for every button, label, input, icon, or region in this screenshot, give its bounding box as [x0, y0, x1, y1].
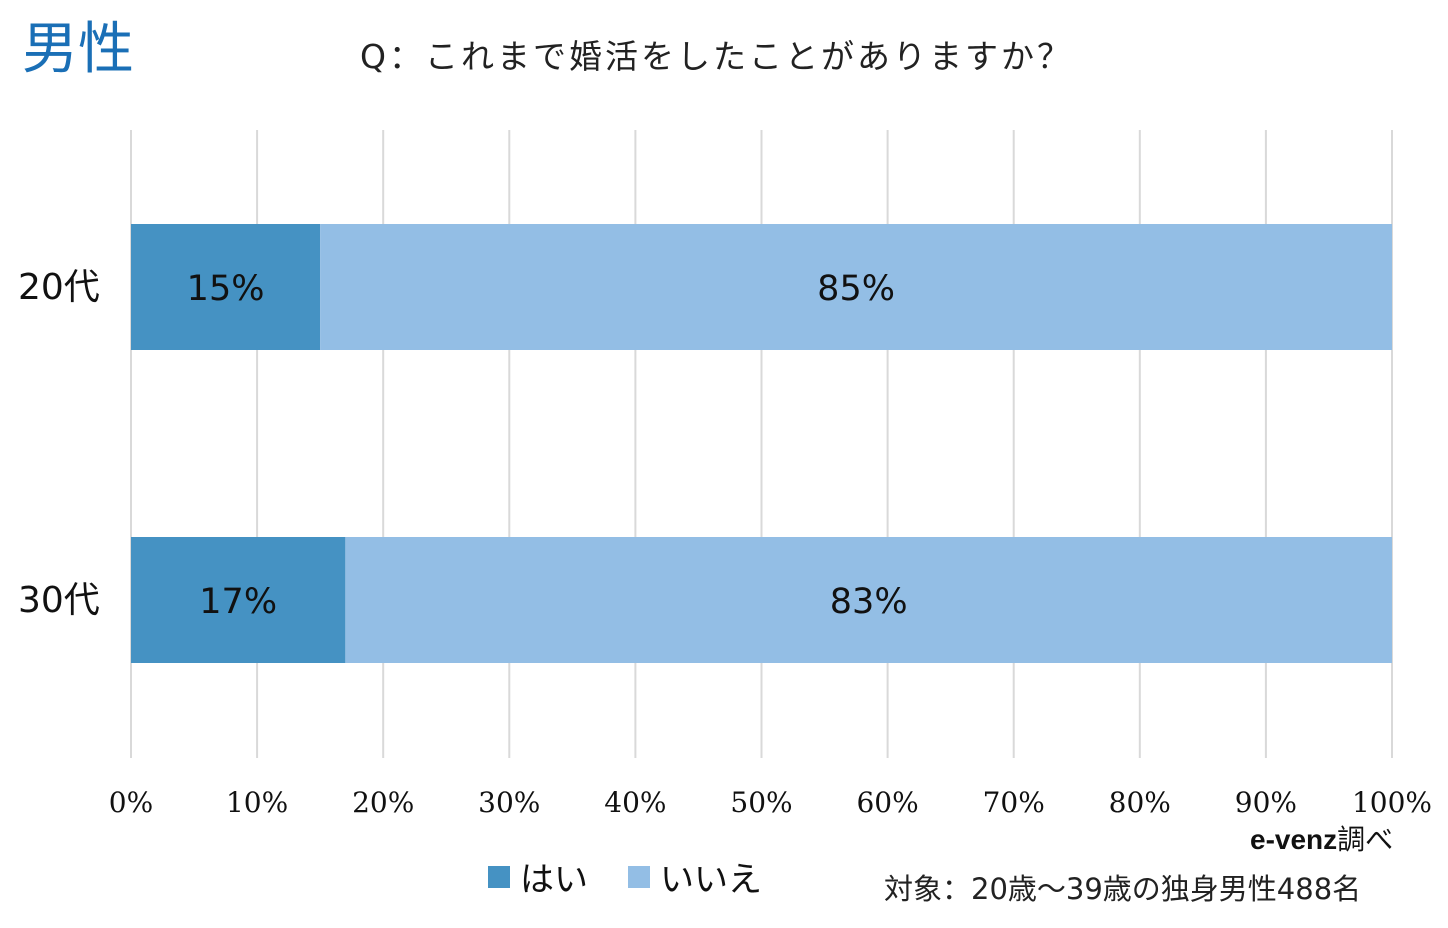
data-label: 83%	[830, 582, 908, 622]
legend-label-no: いいえ	[660, 860, 762, 900]
legend-swatch-no	[628, 865, 650, 888]
x-tick-label: 0%	[109, 786, 153, 819]
source-name: e-venz	[1250, 824, 1338, 855]
x-tick-label: 70%	[983, 786, 1045, 819]
data-label: 85%	[817, 269, 895, 309]
legend-swatch-yes	[488, 865, 510, 888]
x-tick-label: 90%	[1235, 786, 1297, 819]
question-title: Q：これまで婚活をしたことがありますか？	[360, 37, 1073, 76]
bar-yes	[131, 537, 346, 663]
y-category-label: 30代	[18, 580, 100, 621]
chart-corner-title: 男性	[22, 17, 134, 82]
bar-yes	[131, 224, 321, 350]
legend-label-yes: はい	[520, 860, 588, 900]
x-tick-label: 50%	[730, 786, 792, 819]
data-label: 17%	[199, 582, 277, 622]
x-tick-label: 60%	[856, 786, 918, 819]
x-tick-label: 30%	[478, 786, 540, 819]
x-tick-label: 20%	[352, 786, 414, 819]
bar-no	[320, 224, 1392, 350]
x-tick-label: 40%	[604, 786, 666, 819]
y-category-label: 20代	[18, 267, 100, 308]
bar-no	[345, 537, 1392, 663]
x-tick-label: 100%	[1352, 786, 1432, 819]
x-tick-label: 10%	[226, 786, 288, 819]
source-note: e-venz調べ	[1250, 818, 1393, 858]
source-suffix: 調べ	[1337, 823, 1394, 856]
x-tick-label: 80%	[1109, 786, 1171, 819]
data-label: 15%	[187, 269, 265, 309]
legend-item-yes: はい	[488, 852, 588, 901]
target-note: 対象：20歳〜39歳の独身男性488名	[884, 872, 1362, 906]
legend: はい いいえ	[488, 852, 802, 901]
legend-item-no: いいえ	[628, 852, 762, 901]
